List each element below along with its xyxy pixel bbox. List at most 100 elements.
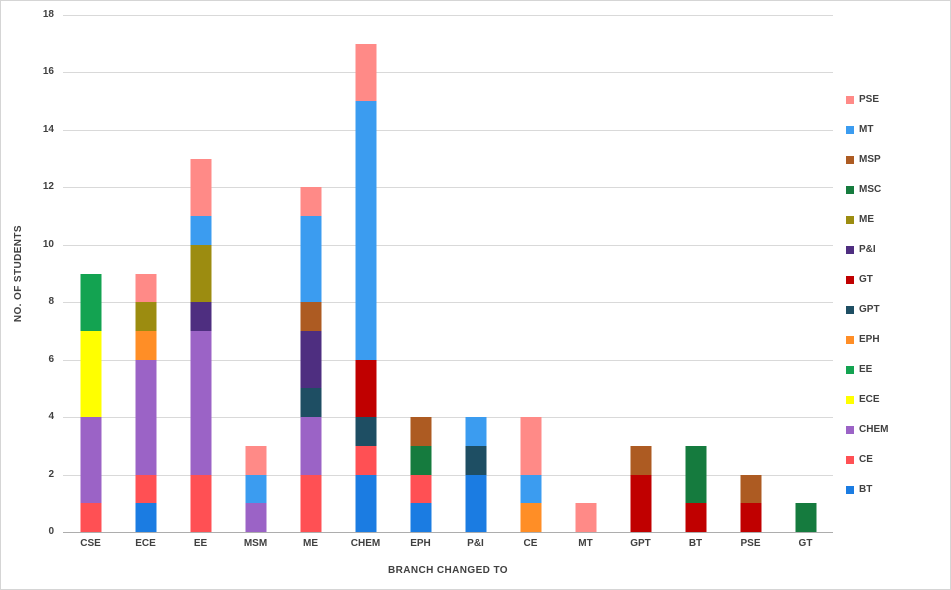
category-column-me: ME	[283, 15, 338, 549]
category-column-pse: PSE	[723, 15, 778, 549]
bar-segment-eph	[135, 330, 156, 360]
y-tick-label: 14	[42, 123, 54, 135]
y-tick-label: 16	[42, 66, 54, 78]
category-column-cse: CSE	[63, 15, 118, 549]
legend-swatch	[846, 126, 854, 134]
category-column-gt: GT	[778, 15, 833, 549]
y-tick-label: 2	[48, 468, 54, 480]
bar-segment-chem	[80, 417, 101, 504]
legend-item-msp: MSP	[846, 155, 888, 165]
legend-label: MT	[859, 124, 874, 135]
bar-segment-pse	[245, 445, 266, 475]
bar-stack	[575, 503, 596, 532]
bar-segment-chem	[135, 359, 156, 475]
gridline	[63, 15, 833, 16]
bar-segment-ee	[80, 273, 101, 331]
bar-segment-mt	[190, 216, 211, 245]
bar-stack	[135, 273, 156, 532]
gridline	[63, 72, 833, 74]
gridlines-layer: 0 2 4 6 8 10 12 14 16 18	[43, 10, 833, 537]
gridline	[63, 302, 833, 304]
x-category-label: CSE	[80, 538, 101, 549]
legend-item-pse: PSE	[846, 95, 888, 105]
legend-item-bt: BT	[846, 485, 888, 495]
category-column-chem: CHEM	[338, 15, 393, 549]
legend-swatch	[846, 156, 854, 164]
x-axis-title: BRANCH CHANGED TO	[388, 565, 508, 576]
bar-stack	[410, 417, 431, 532]
gridline	[63, 244, 833, 246]
legend-item-msc: MSC	[846, 185, 888, 195]
category-column-ece: ECE	[118, 15, 173, 549]
bar-segment-bt	[135, 503, 156, 532]
y-axis-title-wrap: NO. OF STUDENTS	[9, 15, 27, 532]
bar-segment-p-i	[300, 330, 321, 389]
bar-stack	[80, 273, 101, 532]
legend-label: EE	[859, 364, 873, 375]
legend-swatch	[846, 336, 854, 344]
category-column-ce: CE	[503, 15, 558, 549]
legend-label: EPH	[859, 334, 880, 345]
legend-label: PSE	[859, 94, 880, 105]
bar-segment-mt	[300, 216, 321, 303]
legend-swatch	[846, 456, 854, 464]
bar-stack	[300, 187, 321, 532]
x-category-label: ECE	[135, 538, 156, 549]
legend-swatch	[846, 396, 854, 404]
legend-item-me: ME	[846, 215, 888, 225]
x-category-label: GPT	[630, 538, 651, 549]
bar-stack	[740, 474, 761, 532]
bar-stack	[190, 158, 211, 532]
bar-stack	[520, 417, 541, 532]
legend-item-ece: ECE	[846, 395, 888, 405]
legend-item-gt: GT	[846, 275, 888, 285]
legend-swatch	[846, 186, 854, 194]
bar-segment-pse	[575, 503, 596, 532]
category-column-bt: BT	[668, 15, 723, 549]
x-category-label: ME	[303, 538, 318, 549]
y-tick-label: 12	[42, 181, 54, 193]
bar-segment-me	[190, 244, 211, 303]
bar-segment-mt	[355, 101, 376, 360]
bar-segment-gt	[630, 474, 651, 532]
x-category-label: BT	[688, 538, 703, 549]
legend: PSE MT MSP MSC ME P&I GT GPT EPH EE ECE CHEM CE BT	[846, 95, 888, 495]
bar-stack	[630, 445, 651, 532]
x-category-label: MT	[578, 538, 593, 549]
bar-segment-gt	[355, 359, 376, 418]
bar-segment-msc	[795, 503, 816, 532]
bar-segment-p-i	[190, 302, 211, 331]
x-category-label: P&I	[467, 538, 484, 549]
gridline	[63, 359, 833, 361]
bar-stack	[245, 445, 266, 532]
x-category-label: CE	[523, 538, 538, 549]
x-category-label: EE	[193, 538, 208, 549]
legend-label: GT	[859, 274, 873, 285]
bar-segment-chem	[245, 503, 266, 532]
plot-area: 0 2 4 6 8 10 12 14 16 18 CSE ECE EE MSM ME CHEM EPH P&I C…	[43, 10, 833, 549]
bar-stack	[685, 445, 706, 532]
y-tick-label: 6	[48, 353, 54, 365]
legend-label: MSP	[859, 154, 881, 165]
gridline	[63, 417, 833, 419]
x-category-label: GT	[798, 538, 813, 549]
category-column-p-i: P&I	[448, 15, 503, 549]
legend-item-ee: EE	[846, 365, 888, 375]
legend-swatch	[846, 216, 854, 224]
bar-segment-pse	[300, 187, 321, 217]
legend-swatch	[846, 276, 854, 284]
category-column-eph: EPH	[393, 15, 448, 549]
bar-segment-msp	[300, 302, 321, 331]
bar-stack	[355, 43, 376, 532]
legend-label: MSC	[859, 184, 882, 195]
y-tick-label: 0	[48, 526, 54, 537]
bar-segment-chem	[300, 417, 321, 475]
y-tick-label: 8	[48, 296, 54, 308]
x-category-label: CHEM	[350, 538, 381, 549]
bar-segment-msp	[740, 474, 761, 504]
bar-segment-gt	[685, 503, 706, 532]
legend-item-chem: CHEM	[846, 425, 888, 435]
legend-swatch	[846, 96, 854, 104]
bar-segment-chem	[190, 330, 211, 475]
